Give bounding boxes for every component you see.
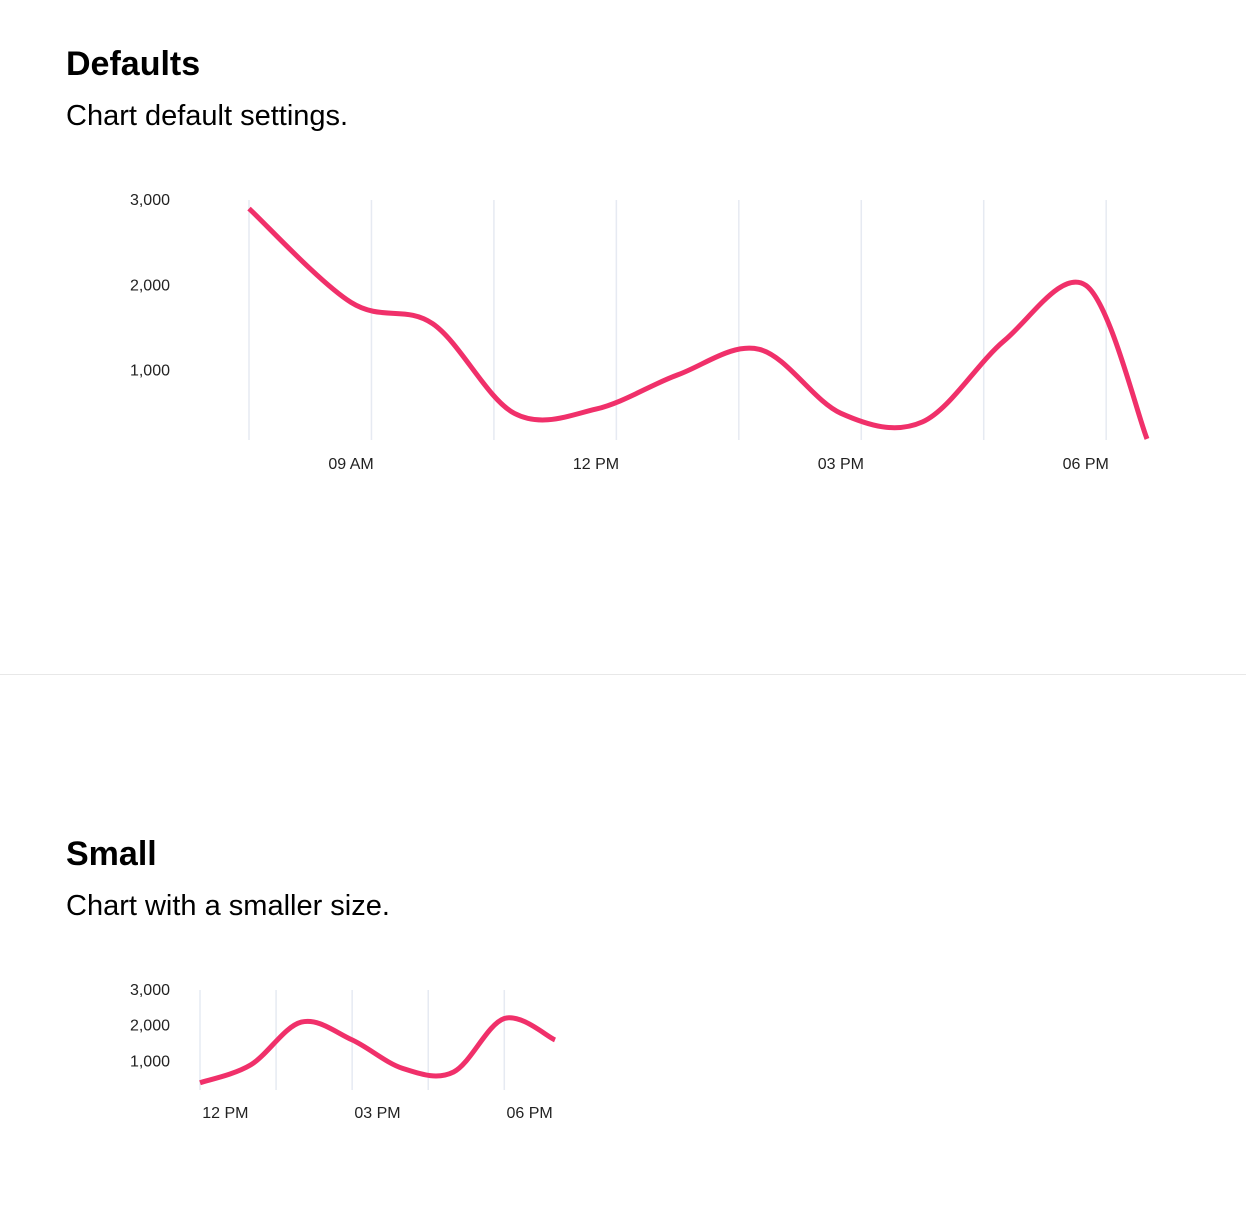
y-tick-label: 1,000 xyxy=(130,363,170,380)
x-tick-label: 12 PM xyxy=(202,1105,248,1122)
x-tick-label: 09 AM xyxy=(328,456,373,473)
y-tick-label: 3,000 xyxy=(130,982,170,999)
x-tick-label: 06 PM xyxy=(1063,456,1109,473)
series-line xyxy=(199,1015,557,1086)
y-tick-label: 1,000 xyxy=(130,1053,170,1070)
x-tick-label: 03 PM xyxy=(818,456,864,473)
defaults-line-chart: 3,000 2,000 1,000 09 AM 12 PM 03 PM 06 PM xyxy=(130,192,1150,473)
y-tick-label: 3,000 xyxy=(130,192,170,209)
y-tick-label: 2,000 xyxy=(130,1018,170,1035)
x-tick-label: 06 PM xyxy=(507,1105,553,1122)
small-line-chart: 3,000 2,000 1,000 12 PM 03 PM 06 PM xyxy=(130,982,557,1122)
section-divider xyxy=(0,674,1246,675)
small-description: Chart with a smaller size. xyxy=(66,890,390,922)
x-tick-label: 03 PM xyxy=(354,1105,400,1122)
defaults-title: Defaults xyxy=(66,45,201,83)
small-title: Small xyxy=(66,835,157,873)
y-tick-label: 2,000 xyxy=(130,277,170,294)
series-line xyxy=(247,206,1150,440)
defaults-description: Chart default settings. xyxy=(66,100,349,132)
x-tick-label: 12 PM xyxy=(573,456,619,473)
